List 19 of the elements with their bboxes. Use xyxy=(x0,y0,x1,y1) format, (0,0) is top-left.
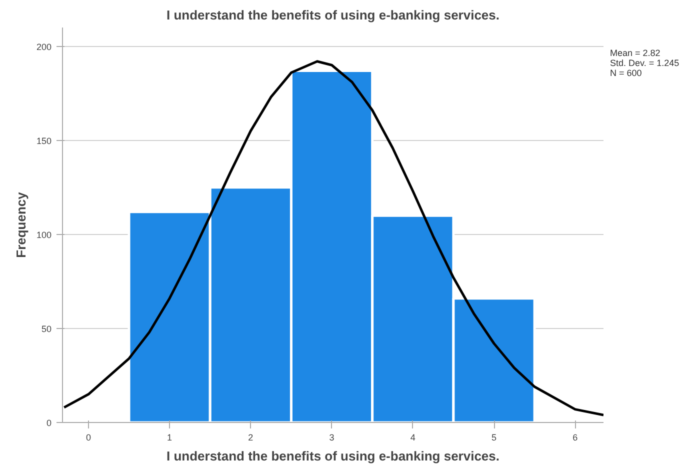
line-series xyxy=(62,60,604,416)
y-tick-label: 150 xyxy=(36,136,52,146)
x-tick-label: 6 xyxy=(572,432,578,442)
y-tick-label: 200 xyxy=(36,42,52,52)
annotation: N = 600 xyxy=(610,68,643,78)
x-tick-label: 4 xyxy=(410,432,416,442)
y-tick-label: 50 xyxy=(41,324,52,334)
x-tick-label: 2 xyxy=(248,432,254,442)
y-tick-label: 0 xyxy=(46,418,52,428)
x-tick-label: 1 xyxy=(167,432,172,442)
x-tick-label: 3 xyxy=(329,432,334,442)
annotation: Std. Dev. = 1.245 xyxy=(610,58,680,68)
x-tick-label: 5 xyxy=(492,432,497,442)
y-tick-label: 100 xyxy=(36,230,52,240)
y-axis-title: Frequency xyxy=(13,191,28,258)
x-tick-label: 0 xyxy=(86,432,91,442)
x-axis-title: I understand the benefits of using e-banking services. xyxy=(166,448,500,464)
chart-title: I understand the benefits of using e-banking services. xyxy=(166,8,500,22)
annotation: Mean = 2.82 xyxy=(610,48,662,58)
